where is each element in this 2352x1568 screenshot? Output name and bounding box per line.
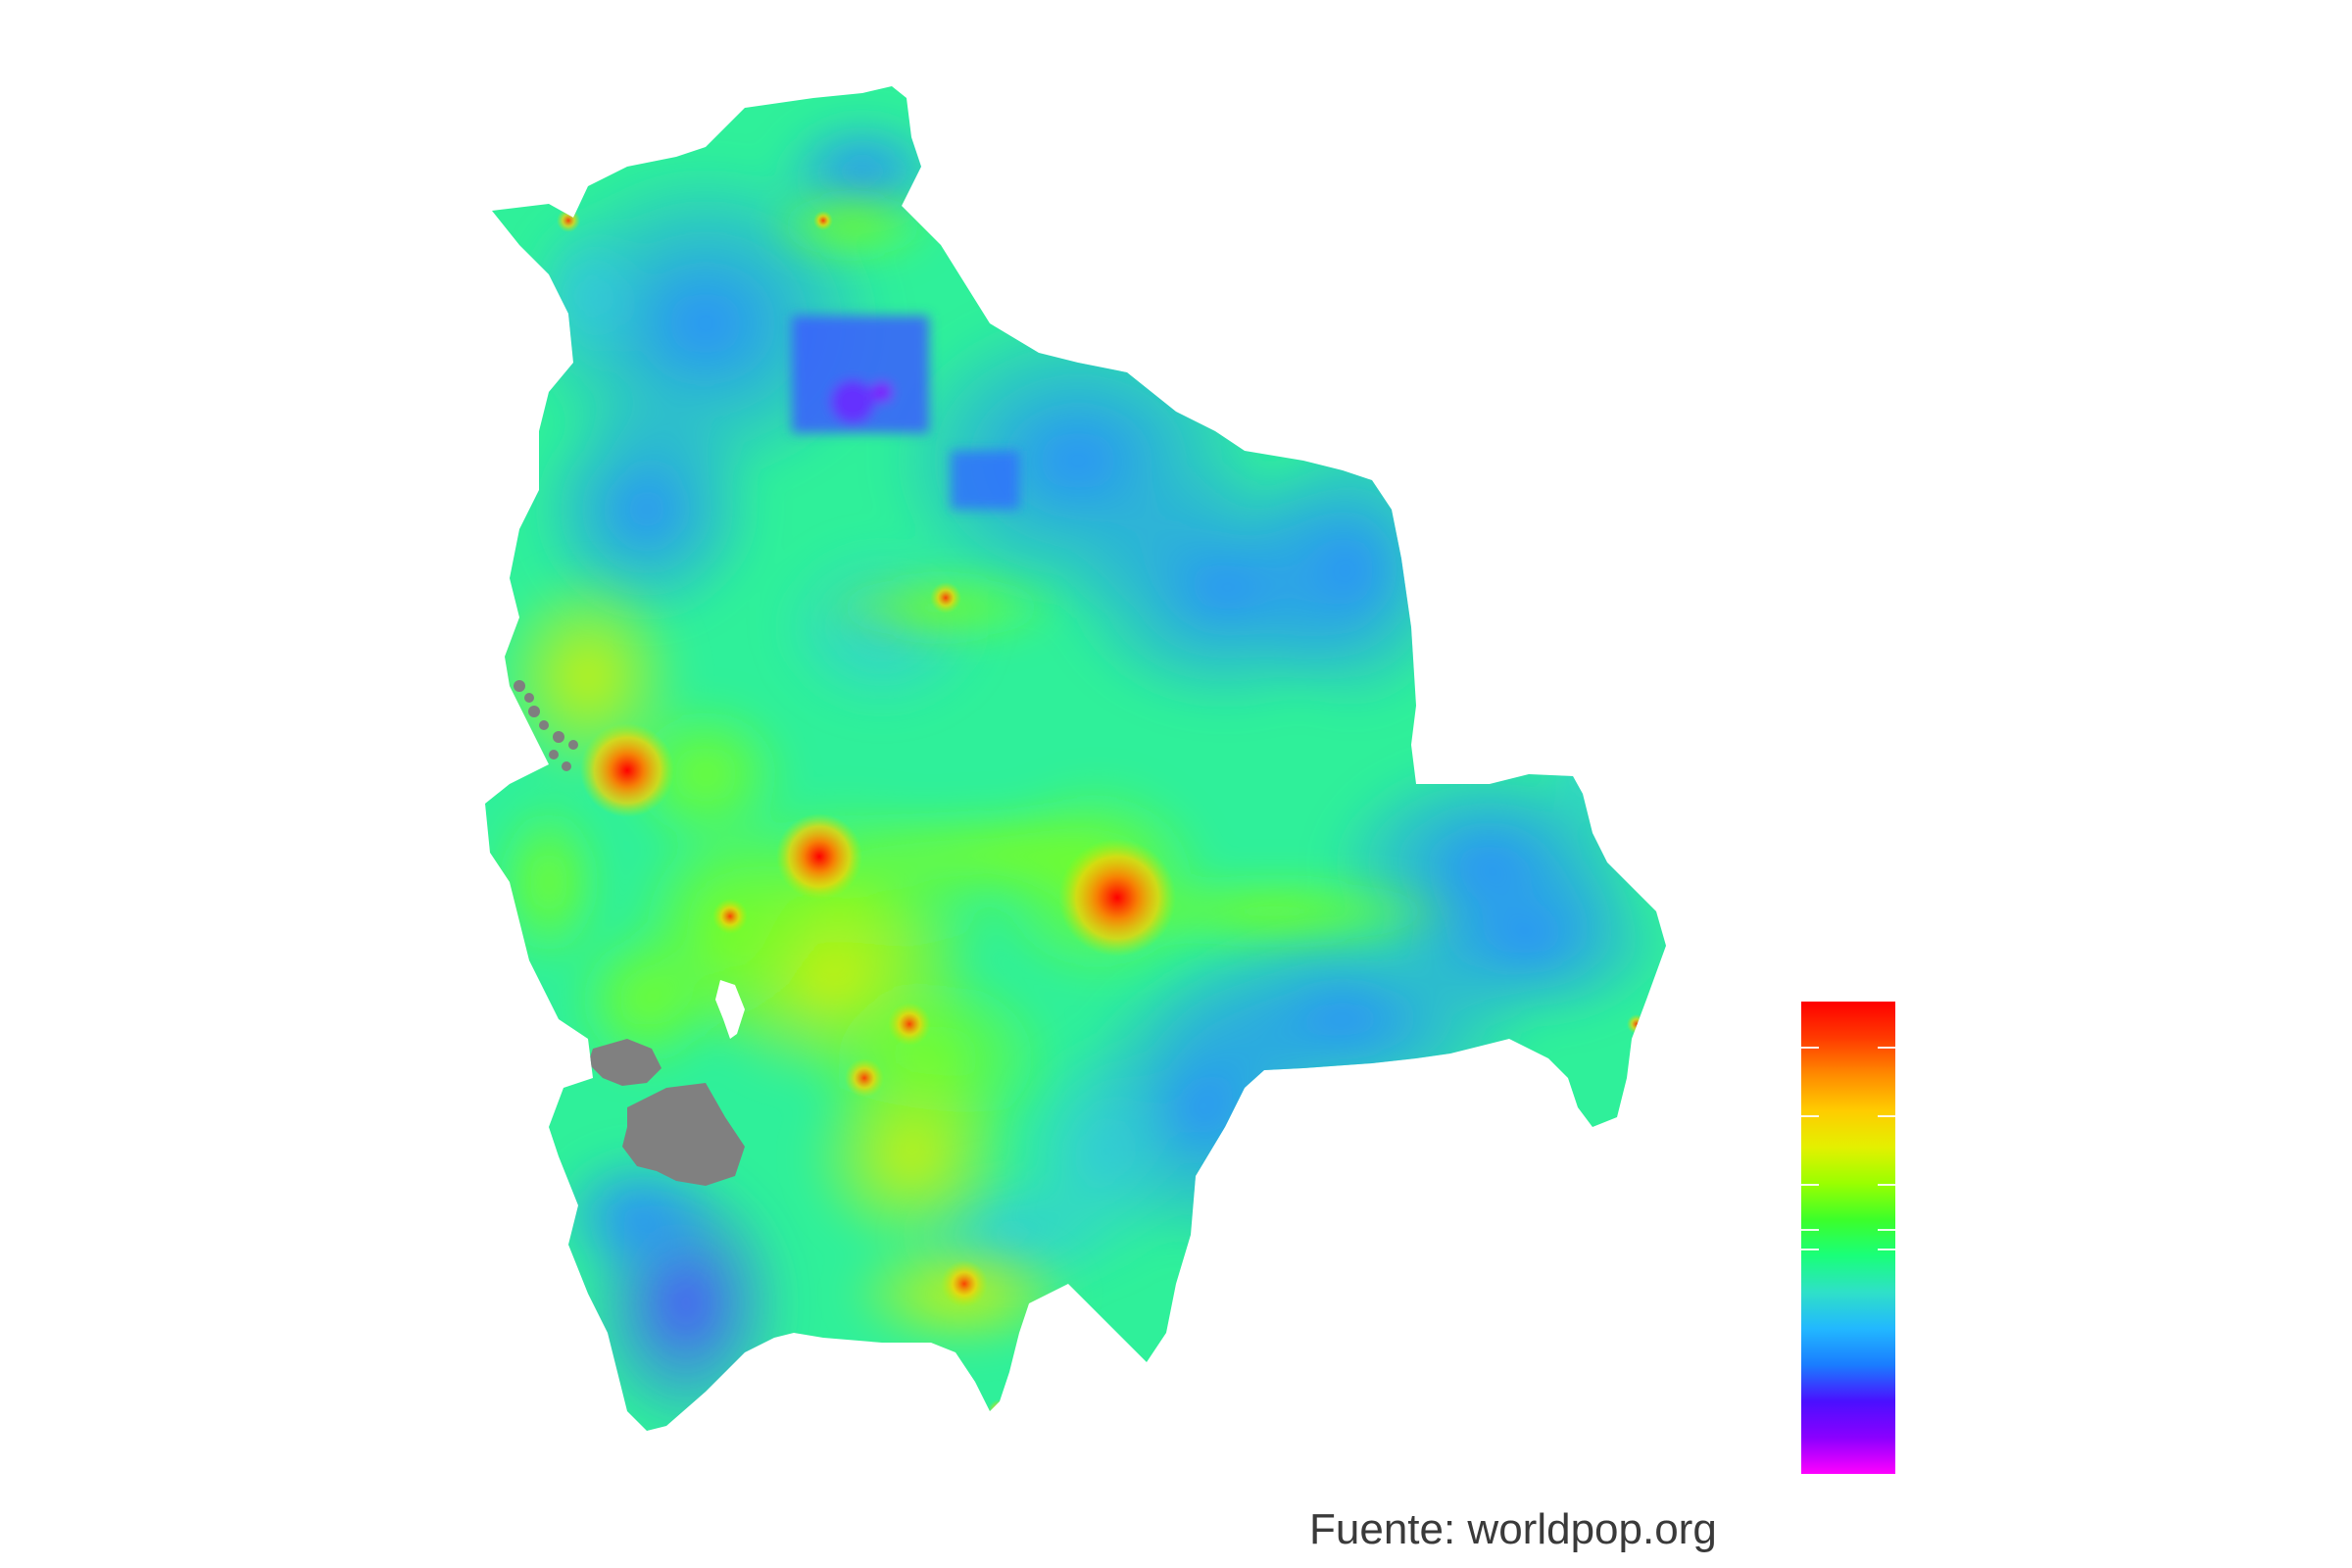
lake-titicaca-shore xyxy=(514,680,578,771)
town-hotspot-riberalta xyxy=(813,211,833,230)
lake-poopo xyxy=(715,980,745,1039)
density-raster xyxy=(485,86,1666,1431)
salt-flat-coipasa xyxy=(588,1039,662,1086)
town-hotspot-cobija xyxy=(557,209,580,232)
city-hotspot-la-paz xyxy=(580,723,674,817)
colorbar-gradient xyxy=(1801,1002,1895,1474)
town-hotspot-oruro xyxy=(712,899,748,934)
colorbar-tick xyxy=(1878,1229,1895,1231)
source-caption: Fuente: worldpop.org xyxy=(1309,1505,1717,1553)
city-hotspot-santa-cruz xyxy=(1058,839,1176,956)
colorbar-tick xyxy=(1801,1249,1819,1250)
colorbar-tick xyxy=(1878,1047,1895,1049)
colorbar-tick xyxy=(1801,1047,1819,1049)
colorbar-tick xyxy=(1801,1229,1819,1231)
salt-flat-uyuni xyxy=(622,1083,745,1186)
town-hotspot-potosi xyxy=(845,1058,884,1098)
town-hotspot-trinidad xyxy=(930,582,961,613)
colorbar-tick xyxy=(1878,1184,1895,1186)
city-hotspot-cochabamba xyxy=(776,813,862,900)
colorbar-tick xyxy=(1801,1184,1819,1186)
colorbar-tick xyxy=(1878,1249,1895,1250)
town-hotspot-tarija xyxy=(941,1260,988,1307)
sparse-north-patch xyxy=(792,316,1019,510)
colorbar-tick xyxy=(1801,1115,1819,1117)
colorbar-tick xyxy=(1878,1115,1895,1117)
town-hotspot-yacuiba xyxy=(988,1399,1011,1423)
town-hotspot-sucre xyxy=(888,1003,931,1046)
density-colorbar xyxy=(1801,1002,1895,1474)
town-hotspot-puerto-suarez xyxy=(1627,1014,1646,1034)
